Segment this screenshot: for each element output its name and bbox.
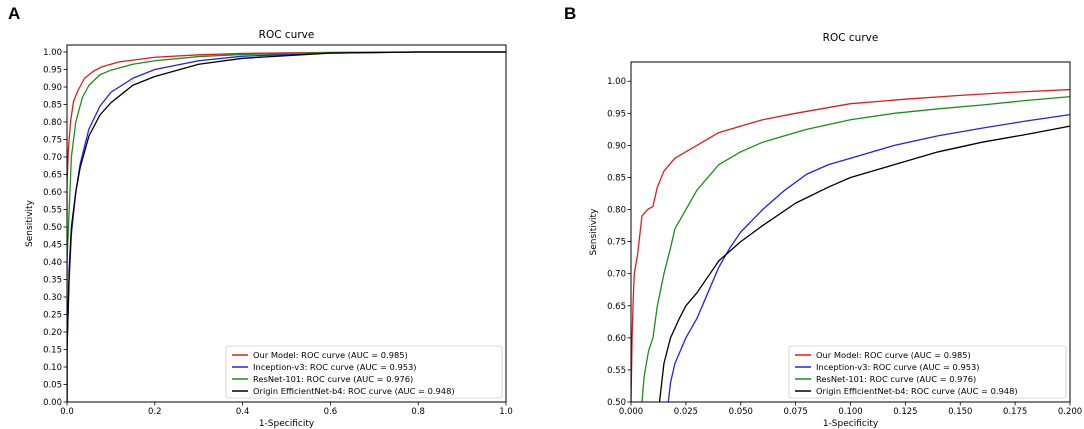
series-line-2 <box>641 95 1070 402</box>
x-tick-label: 0.075 <box>783 407 807 417</box>
chart-a: ROC curve 0.0 0.2 0.4 0.6 0.8 1.0 0.00 0.05 0.10 0… <box>25 29 513 429</box>
y-tick-label: 0.95 <box>607 109 626 119</box>
y-tick-label: 0.75 <box>607 238 626 248</box>
x-tick-label: 0.2 <box>148 407 162 417</box>
y-tick-label: 0.15 <box>43 346 62 356</box>
legend-label-1: Inception-v3: ROC curve (AUC = 0.953) <box>816 362 980 372</box>
y-tick-label: 0.85 <box>43 101 62 111</box>
y-tick-label: 0.75 <box>43 136 62 146</box>
y-tick-label: 0.50 <box>607 398 626 408</box>
series-line-1 <box>667 113 1070 402</box>
y-tick-label: 0.45 <box>43 241 62 251</box>
x-tick-label: 0.150 <box>948 407 972 417</box>
x-tick-label: 0.8 <box>411 407 425 417</box>
x-tick-label: 0.000 <box>619 407 643 417</box>
y-tick-label: 0.55 <box>607 366 626 376</box>
y-tick-label: 0.40 <box>43 258 62 268</box>
legend-label-0: Our Model: ROC curve (AUC = 0.985) <box>816 350 971 360</box>
legend-box <box>225 345 503 399</box>
x-tick-label: 0.6 <box>324 407 338 417</box>
legend-label-2: ResNet-101: ROC curve (AUC = 0.976) <box>253 374 413 384</box>
x-axis-label: 1-Specificity <box>259 419 315 429</box>
y-tick-label: 0.65 <box>607 302 626 312</box>
y-axis-label: Sensitivity <box>25 199 35 247</box>
chart-title: ROC curve <box>259 29 315 41</box>
x-tick-label: 0.125 <box>893 407 917 417</box>
y-tick-label: 1.00 <box>43 48 62 58</box>
panel-letter-a: A <box>8 4 21 23</box>
x-tick-label: 0.4 <box>236 407 250 417</box>
x-tick-label: 0.0 <box>60 407 74 417</box>
plot-frame <box>66 44 507 403</box>
y-tick-label: 0.60 <box>607 334 626 344</box>
y-tick-label: 0.65 <box>43 171 62 181</box>
legend-label-1: Inception-v3: ROC curve (AUC = 0.953) <box>253 362 417 372</box>
y-tick-label: 0.00 <box>43 398 62 408</box>
x-tick-label: 0.175 <box>1003 407 1027 417</box>
y-tick-label: 0.80 <box>607 206 626 216</box>
y-tick-label: 1.00 <box>607 77 626 87</box>
series-line-3 <box>658 125 1070 402</box>
y-tick-label: 0.20 <box>43 328 62 338</box>
series-line-2 <box>67 51 506 402</box>
y-tick-label: 0.35 <box>43 276 62 286</box>
series-line-3 <box>67 51 506 402</box>
y-tick-label: 0.60 <box>43 188 62 198</box>
panel-letter-b: B <box>564 4 577 23</box>
legend-label-2: ResNet-101: ROC curve (AUC = 0.976) <box>816 374 976 384</box>
series-line-0 <box>631 88 1070 402</box>
y-tick-label: 0.70 <box>43 153 62 163</box>
series-line-0 <box>67 51 506 402</box>
chart-title: ROC curve <box>823 32 879 44</box>
y-tick-label: 0.90 <box>607 141 626 151</box>
y-tick-label: 0.05 <box>43 381 62 391</box>
y-tick-label: 0.95 <box>43 66 62 76</box>
y-tick-label: 0.85 <box>607 173 626 183</box>
y-tick-label: 0.10 <box>43 363 62 373</box>
y-tick-label: 0.50 <box>43 223 62 233</box>
y-tick-label: 0.90 <box>43 83 62 93</box>
x-tick-label: 0.200 <box>1058 407 1082 417</box>
x-tick-label: 0.050 <box>729 407 753 417</box>
y-tick-label: 0.70 <box>607 270 626 280</box>
x-tick-label: 0.100 <box>838 407 862 417</box>
y-axis-label: Sensitivity <box>589 208 599 256</box>
legend-label-0: Our Model: ROC curve (AUC = 0.985) <box>253 350 408 360</box>
legend-box <box>788 345 1067 399</box>
y-tick-label: 0.25 <box>43 311 62 321</box>
legend-label-3: Origin EfficientNet-b4: ROC curve (AUC =… <box>816 386 1018 396</box>
y-tick-label: 0.55 <box>43 206 62 216</box>
x-tick-label: 1.0 <box>499 407 513 417</box>
chart-b: ROC curve 0.000 0.025 0.050 0.075 0.100 0.125 0… <box>589 32 1082 429</box>
legend-label-3: Origin EfficientNet-b4: ROC curve (AUC =… <box>253 386 455 396</box>
y-tick-label: 0.80 <box>43 118 62 128</box>
x-axis-label: 1-Specificity <box>823 419 879 429</box>
x-tick-label: 0.025 <box>674 407 698 417</box>
y-tick-label: 0.30 <box>43 293 62 303</box>
